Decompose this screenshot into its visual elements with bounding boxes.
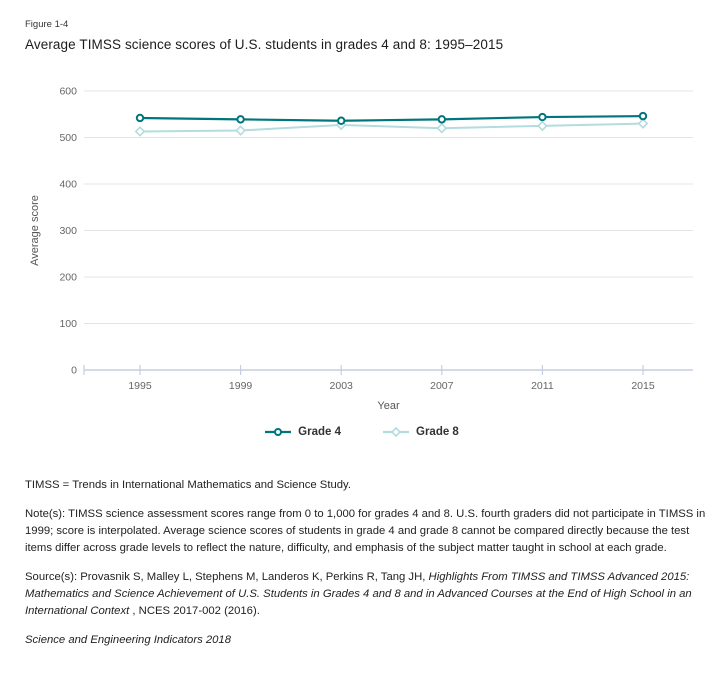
source-suffix: , NCES 2017-002 (2016). bbox=[129, 604, 260, 617]
y-tick-label: 500 bbox=[59, 132, 77, 144]
y-tick-label: 600 bbox=[59, 86, 77, 98]
publication-note: Science and Engineering Indicators 2018 bbox=[25, 633, 231, 646]
x-tick-label: 2007 bbox=[430, 380, 454, 392]
x-tick-label: 1999 bbox=[229, 380, 253, 392]
chart-legend: Grade 4 Grade 8 bbox=[0, 426, 724, 438]
legend-item-grade-4: Grade 4 bbox=[265, 426, 341, 438]
y-tick-label: 100 bbox=[59, 318, 77, 330]
y-tick-label: 400 bbox=[59, 179, 77, 191]
source-prefix: Source(s): Provasnik S, Malley L, Stephe… bbox=[25, 570, 429, 583]
abbreviation-note: TIMSS = Trends in International Mathemat… bbox=[25, 479, 351, 491]
data-point-grade-8 bbox=[436, 122, 448, 134]
data-point-grade-4 bbox=[437, 115, 446, 124]
figure-title: Average TIMSS science scores of U.S. stu… bbox=[25, 37, 504, 52]
data-point-grade-4 bbox=[236, 115, 245, 124]
data-point-grade-4 bbox=[337, 116, 346, 125]
x-tick-label: 2011 bbox=[531, 380, 554, 392]
data-point-grade-4 bbox=[638, 111, 648, 121]
legend-item-grade-8: Grade 8 bbox=[383, 426, 459, 438]
x-tick-label: 2015 bbox=[631, 380, 655, 392]
source-citation: Highlights From TIMSS and TIMSS Advanced… bbox=[25, 570, 692, 617]
x-tick-label: 2003 bbox=[330, 380, 354, 392]
data-point-grade-8 bbox=[637, 118, 649, 129]
figure-label: Figure 1-4 bbox=[25, 19, 69, 30]
y-tick-label: 0 bbox=[71, 365, 77, 377]
legend-label: Grade 8 bbox=[416, 426, 459, 438]
y-tick-label: 200 bbox=[59, 272, 77, 284]
x-axis-title: Year bbox=[377, 400, 400, 412]
notes-paragraph: Note(s): TIMSS science assessment scores… bbox=[25, 507, 706, 554]
x-tick-label: 1995 bbox=[128, 380, 152, 392]
footnotes: TIMSS = Trends in International Mathemat… bbox=[25, 477, 717, 661]
series-line-grade-4 bbox=[139, 115, 644, 122]
y-tick-label: 300 bbox=[59, 225, 77, 237]
line-chart: 0 100 200 300 400 500 600 1995 1999 2003 2007 2011 2… bbox=[29, 86, 693, 412]
series-line-grade-8 bbox=[139, 122, 644, 133]
grade-8-line-marker-icon bbox=[383, 426, 409, 438]
data-point-grade-8 bbox=[134, 126, 146, 137]
legend-label: Grade 4 bbox=[298, 426, 341, 438]
data-point-grade-8 bbox=[537, 120, 548, 132]
data-point-grade-8 bbox=[235, 125, 246, 136]
y-axis-title: Average score bbox=[29, 195, 41, 266]
data-point-grade-4 bbox=[135, 113, 145, 123]
source-paragraph: Source(s): Provasnik S, Malley L, Stephe… bbox=[25, 569, 717, 620]
data-point-grade-4 bbox=[274, 428, 283, 436]
grade-4-line-marker-icon bbox=[265, 428, 292, 436]
data-point-grade-8 bbox=[390, 426, 402, 438]
data-point-grade-4 bbox=[538, 112, 547, 122]
